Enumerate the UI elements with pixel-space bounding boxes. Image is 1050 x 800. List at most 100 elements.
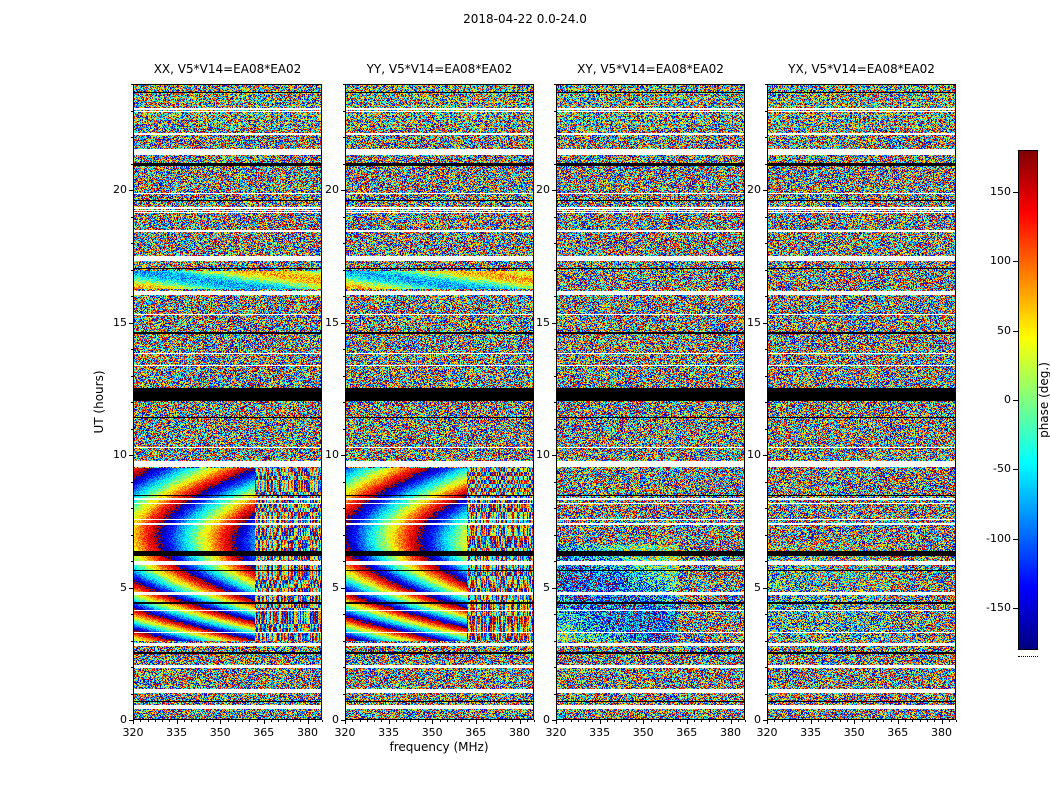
y-tick-label: 5 [120, 580, 127, 594]
y-tick-label: 10 [113, 448, 127, 461]
y-minor-tick [343, 508, 345, 509]
y-minor-tick [765, 375, 767, 377]
x-tick [854, 720, 856, 724]
y-tick [552, 587, 556, 589]
x-minor-tick [817, 720, 819, 722]
y-minor-tick [131, 428, 133, 430]
colorbar-tick-label: -50 [993, 462, 1011, 476]
x-minor-tick [292, 720, 294, 722]
x-minor-tick [657, 720, 659, 722]
x-tick-label: 350 [209, 726, 231, 739]
colorbar-tick-label: 50 [997, 323, 1011, 337]
y-minor-tick [765, 640, 767, 642]
x-tick-label: 320 [122, 726, 144, 739]
y-tick-label: 5 [754, 580, 761, 594]
y-tick [341, 455, 345, 456]
colorbar-tick [1013, 469, 1018, 471]
x-tick-label: 350 [843, 726, 865, 739]
y-tick-label: 0 [543, 713, 550, 726]
y-minor-tick [131, 402, 133, 403]
y-minor-tick [765, 428, 767, 430]
x-minor-tick [483, 720, 485, 722]
colorbar-label: phase (deg.) [1037, 362, 1050, 438]
y-tick-label: 15 [536, 315, 550, 329]
x-tick-label: 335 [378, 726, 400, 739]
x-tick [263, 720, 265, 724]
x-minor-tick [919, 720, 921, 722]
x-minor-tick [446, 720, 448, 722]
x-tick [767, 720, 768, 724]
x-minor-tick [774, 720, 776, 722]
y-minor-tick [343, 163, 345, 165]
y-tick [129, 587, 133, 589]
y-minor-tick [131, 667, 133, 668]
y-minor-tick [765, 84, 767, 85]
y-minor-tick [554, 296, 556, 297]
panel-title-yx: YX, V5*V14=EA08*EA02 [788, 62, 935, 76]
y-minor-tick [765, 137, 767, 138]
y-minor-tick [554, 508, 556, 509]
x-minor-tick [205, 720, 207, 722]
y-minor-tick [554, 561, 556, 562]
x-minor-tick [278, 720, 280, 722]
y-minor-tick [765, 110, 767, 112]
x-tick-label: 350 [632, 726, 654, 739]
y-minor-tick [343, 561, 345, 562]
y-minor-tick [554, 349, 556, 350]
x-minor-tick [883, 720, 885, 722]
y-tick-label: 15 [747, 315, 761, 329]
x-tick-label: 365 [253, 726, 275, 739]
x-tick-label: 365 [465, 726, 487, 739]
y-minor-tick [554, 428, 556, 430]
colorbar-tick [1013, 191, 1018, 193]
x-tick-label: 335 [800, 726, 822, 739]
x-tick-label: 380 [931, 726, 952, 739]
colorbar-tick-label: 150 [990, 184, 1011, 198]
x-tick-label: 320 [545, 726, 567, 739]
x-tick [897, 720, 899, 724]
panel-title-yy: YY, V5*V14=EA08*EA02 [366, 62, 513, 76]
y-minor-tick [343, 693, 345, 695]
y-minor-tick [343, 349, 345, 350]
y-minor-tick [765, 667, 767, 668]
y-minor-tick [554, 667, 556, 668]
y-tick [552, 190, 556, 191]
x-minor-tick [534, 720, 535, 722]
x-minor-tick [934, 720, 936, 722]
y-minor-tick [343, 110, 345, 112]
x-minor-tick [876, 720, 877, 722]
x-tick [388, 720, 390, 724]
x-minor-tick [737, 720, 739, 722]
x-minor-tick [708, 720, 710, 722]
x-minor-tick [592, 720, 594, 722]
x-minor-tick [410, 720, 412, 722]
y-tick [129, 720, 133, 721]
y-minor-tick [343, 243, 345, 244]
y-tick-label: 0 [754, 713, 761, 726]
x-minor-tick [628, 720, 630, 722]
y-minor-tick [554, 640, 556, 642]
x-minor-tick [454, 720, 455, 722]
x-minor-tick [563, 720, 565, 722]
x-minor-tick [788, 720, 790, 722]
y-minor-tick [131, 84, 133, 85]
y-minor-tick [554, 84, 556, 85]
y-minor-tick [554, 269, 556, 271]
y-minor-tick [554, 110, 556, 112]
x-minor-tick [227, 720, 229, 722]
y-minor-tick [765, 614, 767, 615]
x-minor-tick [439, 720, 441, 722]
y-minor-tick [765, 402, 767, 403]
y-tick-label: 20 [113, 183, 127, 196]
y-minor-tick [765, 561, 767, 562]
x-tick-label: 380 [720, 726, 741, 739]
x-tick-label: 380 [297, 726, 318, 739]
y-tick-label: 0 [120, 713, 127, 726]
x-tick [810, 720, 812, 724]
y-minor-tick [554, 614, 556, 615]
y-minor-tick [765, 508, 767, 509]
y-tick [341, 322, 345, 324]
y-minor-tick [343, 269, 345, 271]
x-tick-label: 335 [589, 726, 611, 739]
x-tick [730, 720, 732, 724]
